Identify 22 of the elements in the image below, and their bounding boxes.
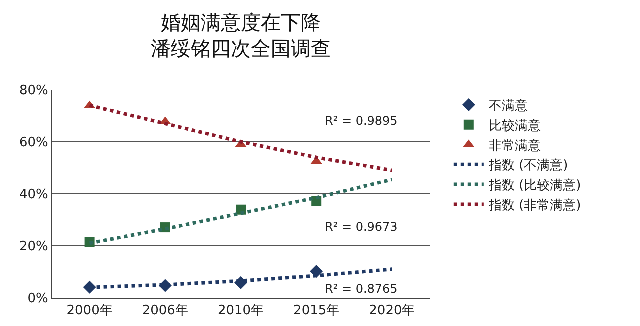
- x-tick-label: 2000年: [66, 304, 113, 319]
- x-tick-label: 2010年: [218, 304, 264, 319]
- x-tick-label: 2015年: [294, 304, 340, 319]
- annotation: R² = 0.8765: [325, 282, 398, 296]
- y-tick-label: 60%: [19, 136, 48, 151]
- legend-label: 指数 (不满意): [488, 158, 568, 174]
- y-tick-label: 80%: [19, 84, 48, 99]
- chart-subtitle: 潘绥铭四次全国调查: [151, 36, 331, 60]
- y-tick-label: 20%: [19, 240, 48, 255]
- legend-label: 指数 (非常满意): [488, 198, 582, 214]
- y-tick-label: 0%: [28, 292, 48, 307]
- legend-label: 指数 (比较满意): [488, 178, 582, 194]
- y-tick-label: 40%: [19, 188, 48, 203]
- legend-label: 不满意: [488, 99, 528, 114]
- annotation: R² = 0.9673: [325, 220, 398, 234]
- chart-title: 婚姻满意度在下降: [161, 10, 321, 34]
- x-tick-label: 2020年: [369, 304, 416, 319]
- x-tick-label: 2006年: [142, 304, 188, 319]
- legend-label: 比较满意: [488, 118, 541, 134]
- annotation: R² = 0.9895: [325, 114, 398, 128]
- legend-label: 非常满意: [488, 138, 541, 154]
- point: [310, 264, 324, 278]
